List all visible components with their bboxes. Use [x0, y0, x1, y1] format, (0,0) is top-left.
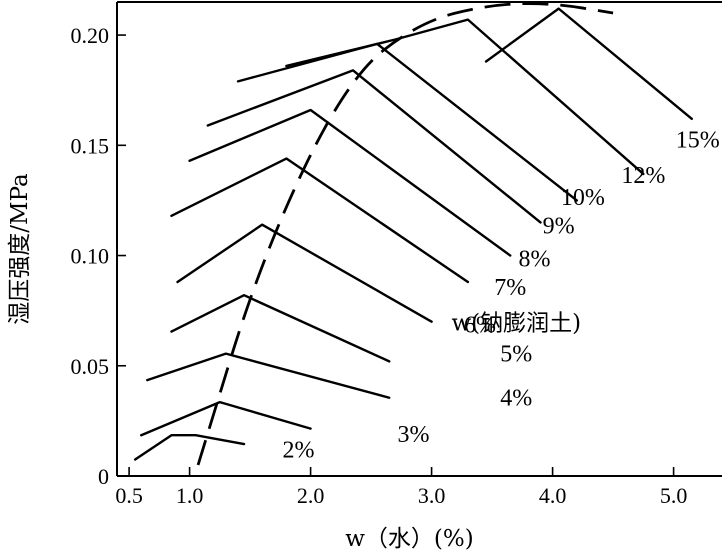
x-axis-title: w（水）(%) [345, 526, 474, 552]
label-layer: 2% 3% 4% 5%6% 7%8% 9%10% 12% 15% [283, 128, 720, 464]
label-12pct: 12% [621, 163, 665, 189]
label-2pct: 2% [283, 437, 315, 463]
x-tick-label-3-0: 3.0 [418, 483, 446, 508]
series-10pct [236, 42, 578, 202]
x-tick-label-1-0: 1.0 [176, 483, 204, 508]
series-3pct [139, 400, 312, 437]
series-4pct [146, 352, 391, 399]
x-tick-label-0-5: 0.5 [115, 483, 143, 508]
x-tick-label-4-0: 4.0 [539, 483, 567, 508]
y-tick-label-0-05: 0.05 [71, 354, 110, 379]
y-tick-label-0-10: 0.10 [71, 244, 110, 269]
series-5pct [170, 294, 391, 363]
label-10pct: 10% [561, 185, 605, 211]
label-9pct: 9% [543, 213, 575, 239]
series-7pct [170, 157, 470, 284]
series-12pct [285, 18, 645, 176]
series-15pct [484, 7, 693, 121]
y-tick-label-0-15: 0.15 [71, 133, 110, 158]
label-5pct: 5% [500, 341, 532, 367]
y-tick-label-0: 0 [98, 464, 109, 489]
series-9pct [206, 69, 542, 224]
y-axis-title: 湿压强度/MPa [7, 173, 33, 325]
label-6pct: 6% [464, 313, 496, 339]
series-6pct [176, 223, 433, 323]
series-layer [133, 7, 693, 461]
label-8pct: 8% [518, 247, 550, 273]
annotation: w(钠膨润土) [451, 310, 581, 336]
ticks: 0.5 1.0 2.0 3.0 4.0 5.0 0 0.05 0.10 0.15 0.20 [71, 23, 688, 508]
axes [116, 1, 722, 477]
x-tick-label-2-0: 2.0 [297, 483, 325, 508]
x-tick-label-5-0: 5.0 [660, 483, 688, 508]
label-4pct: 4% [500, 385, 532, 411]
y-tick-label-0-20: 0.20 [71, 23, 110, 48]
series-8pct [188, 108, 512, 257]
series-2pct [133, 434, 246, 461]
label-3pct: 3% [397, 422, 429, 448]
label-7pct: 7% [494, 275, 526, 301]
label-15pct: 15% [676, 128, 720, 154]
